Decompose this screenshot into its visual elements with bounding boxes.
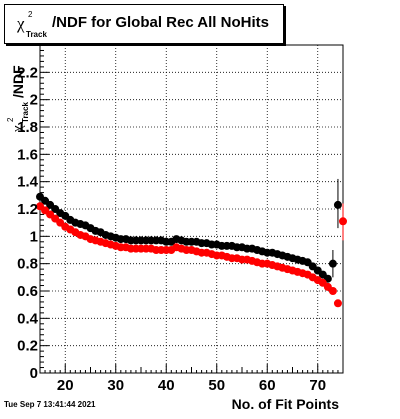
y-tick-label: 0.8 bbox=[17, 256, 38, 273]
title-box: χ 2 Track /NDF for Global Rec All NoHits bbox=[4, 4, 284, 44]
grid bbox=[40, 45, 343, 373]
y-axis-label-symbol: χ bbox=[10, 125, 26, 132]
y-axis-label-text: /NDF bbox=[10, 65, 26, 98]
axis-ticks bbox=[39, 44, 344, 374]
y-tick-label: 0.4 bbox=[17, 310, 39, 327]
y-tick-label: 0 bbox=[30, 365, 38, 382]
x-tick-label: 60 bbox=[259, 377, 276, 394]
y-axis-label-subscript: Track bbox=[21, 102, 30, 123]
title-subscript: Track bbox=[26, 30, 47, 39]
x-axis-label: No. of Fit Points bbox=[231, 396, 339, 412]
data-point bbox=[333, 200, 342, 209]
title-superscript: 2 bbox=[28, 10, 33, 19]
x-tick-label: 20 bbox=[57, 377, 74, 394]
data-point bbox=[328, 287, 337, 295]
y-tick-label: 2 bbox=[30, 92, 38, 109]
x-tick-label: 40 bbox=[158, 377, 175, 394]
title-symbol: χ bbox=[17, 14, 25, 33]
data-point bbox=[328, 259, 337, 268]
y-tick-label: 1.6 bbox=[17, 146, 38, 163]
y-tick-label: 0.6 bbox=[17, 283, 38, 300]
chart-title: /NDF for Global Rec All NoHits bbox=[52, 14, 269, 31]
y-tick-label: 0.2 bbox=[17, 338, 38, 355]
x-tick-label: 70 bbox=[309, 377, 326, 394]
data-point bbox=[339, 217, 347, 226]
y-tick-label: 1.8 bbox=[17, 119, 38, 136]
x-tick-label: 30 bbox=[107, 377, 124, 394]
y-tick-label: 1.4 bbox=[17, 174, 39, 191]
y-axis-label-superscript: 2 bbox=[6, 117, 15, 122]
series-red bbox=[36, 202, 347, 308]
y-tick-label: 1 bbox=[30, 228, 38, 245]
y-tick-label: 1.2 bbox=[17, 201, 38, 218]
tick-labels: 20 30 40 50 60 70 0 0.2 0.4 0.6 0.8 1 1.2 1.4 1.6 1.8 2 2… bbox=[17, 64, 326, 394]
series-black bbox=[36, 178, 342, 283]
footer-timestamp: Tue Sep 7 13:41:44 2021 bbox=[4, 400, 96, 409]
data-point bbox=[333, 299, 342, 308]
x-tick-label: 50 bbox=[208, 377, 225, 394]
y-tick-label: 2.2 bbox=[17, 64, 38, 81]
data-series bbox=[36, 178, 347, 308]
